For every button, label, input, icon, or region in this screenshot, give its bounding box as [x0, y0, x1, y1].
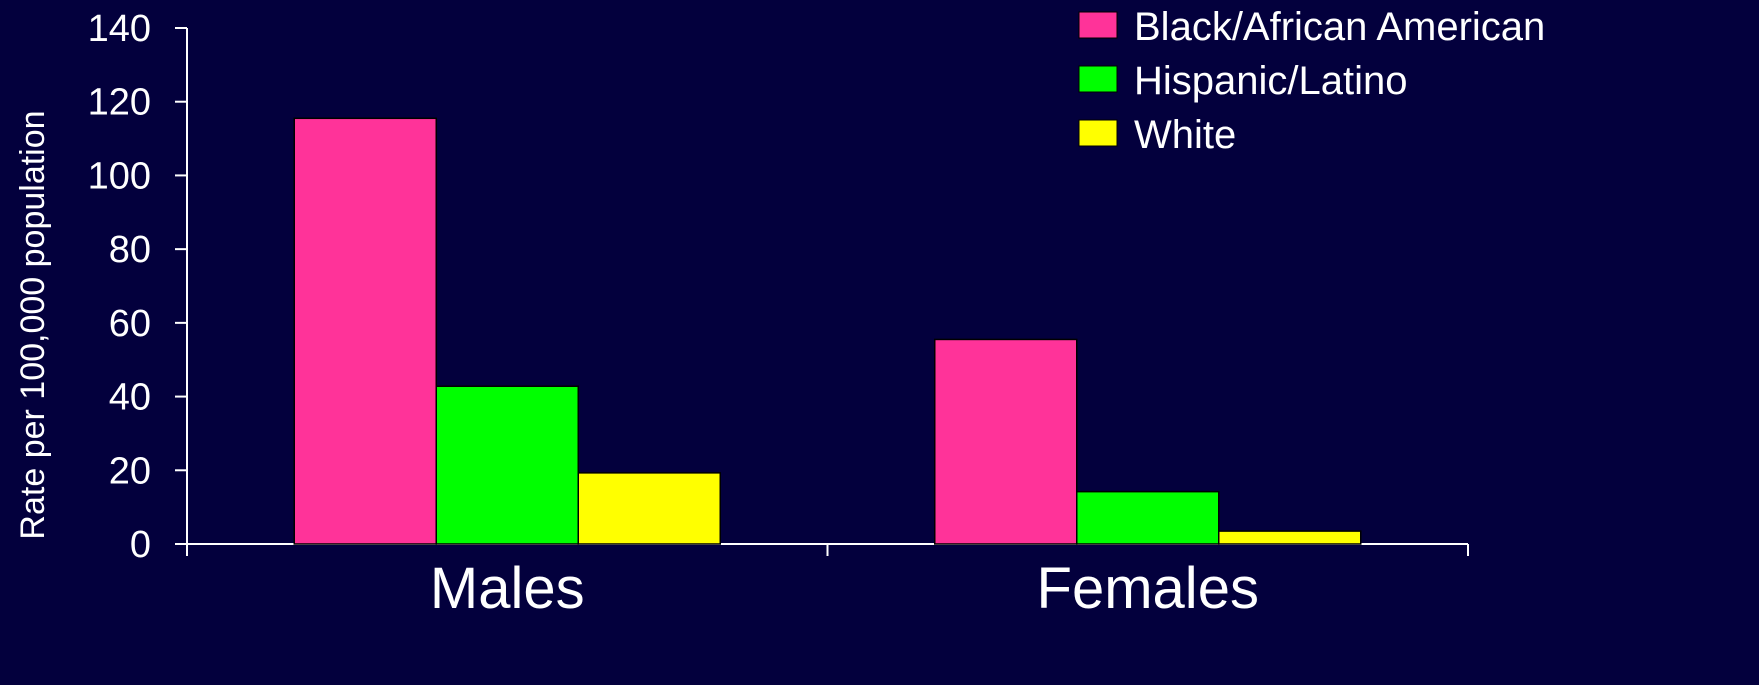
- legend: Black/African American Hispanic/Latino Whi…: [1078, 5, 1545, 157]
- bar-females-white: [1218, 530, 1362, 545]
- legend-swatch: [1078, 119, 1118, 147]
- y-tick-label: 20: [109, 450, 151, 492]
- legend-swatch: [1078, 65, 1118, 93]
- y-tick-label: 140: [88, 8, 151, 50]
- y-axis-title: Rate per 100,000 population: [14, 110, 52, 539]
- legend-label: Black/African American: [1134, 5, 1545, 49]
- y-tick-label: 100: [88, 155, 151, 197]
- y-axis: 0 20 40 60 80 100 120 140: [88, 8, 188, 566]
- legend-label: Hispanic/Latino: [1134, 59, 1408, 103]
- y-tick-label: 0: [130, 524, 151, 566]
- bar-females-hispanic-latino: [1076, 490, 1220, 545]
- y-tick-label: 80: [109, 229, 151, 271]
- bar-males-hispanic-latino: [435, 385, 579, 545]
- bars: [293, 117, 1362, 545]
- y-tick-label: 40: [109, 377, 151, 419]
- legend-swatch: [1078, 11, 1118, 39]
- bar-males-black-african-american: [293, 117, 437, 545]
- y-tick-label: 60: [109, 303, 151, 345]
- x-category-label: Females: [1037, 556, 1259, 621]
- category-labels: Males Females: [430, 556, 1259, 621]
- y-tick-label: 120: [88, 82, 151, 124]
- bar-females-black-african-american: [934, 338, 1078, 545]
- legend-label: White: [1134, 113, 1236, 157]
- x-category-label: Males: [430, 556, 585, 621]
- bar-males-white: [577, 472, 721, 545]
